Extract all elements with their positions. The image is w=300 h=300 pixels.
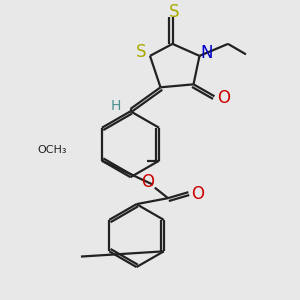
- Text: H: H: [110, 99, 121, 113]
- Text: O: O: [191, 185, 204, 203]
- Text: O: O: [218, 89, 231, 107]
- Text: S: S: [136, 43, 146, 61]
- Text: N: N: [201, 44, 213, 62]
- Text: O: O: [141, 173, 154, 191]
- Text: S: S: [169, 2, 179, 20]
- Text: OCH₃: OCH₃: [38, 145, 67, 155]
